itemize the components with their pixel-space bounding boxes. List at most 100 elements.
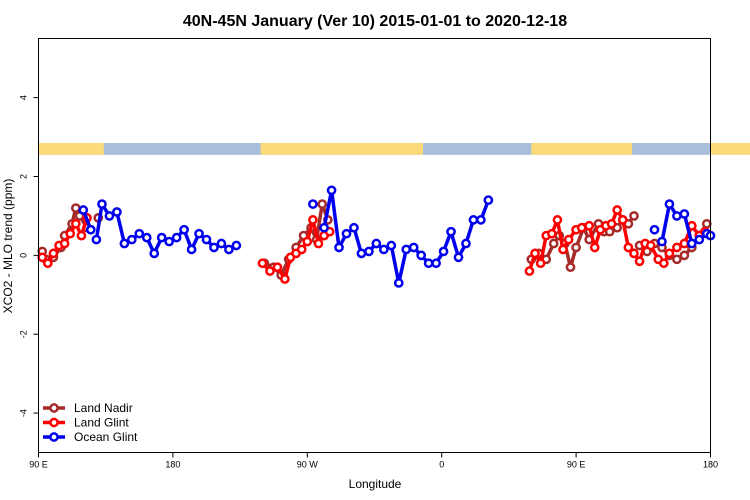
data-point (453, 252, 464, 263)
y-tick-label: 0 (19, 253, 29, 258)
data-point (589, 242, 600, 253)
data-point (649, 224, 660, 235)
legend-marker (49, 417, 59, 428)
data-point (672, 254, 682, 265)
data-point (201, 234, 212, 245)
data-point (42, 258, 53, 269)
data-point (423, 258, 434, 269)
data-point (70, 218, 81, 229)
land-band-segment (38, 142, 104, 155)
data-point (617, 215, 628, 225)
data-point (257, 258, 268, 269)
data-point (378, 244, 389, 255)
data-point (446, 226, 456, 237)
data-point (76, 230, 87, 241)
data-point (664, 248, 675, 259)
data-point (112, 207, 122, 217)
data-point (548, 238, 559, 249)
x-axis: 90 E 180 90 W 0 90 E 180 (29, 452, 718, 470)
legend-marker (49, 403, 59, 413)
data-point (408, 242, 419, 253)
data-point (672, 211, 682, 221)
data-point (576, 222, 587, 233)
data-point (658, 258, 669, 269)
data-point (393, 278, 404, 288)
data-point (571, 242, 581, 253)
data-point (606, 218, 617, 229)
data-point (371, 238, 382, 249)
data-point (461, 238, 471, 249)
data-point (296, 244, 307, 255)
land-band-segment (710, 142, 750, 155)
data-point (657, 236, 667, 247)
x-tick-label: 180 (703, 460, 718, 470)
series-layer (37, 185, 716, 288)
data-point (701, 218, 712, 229)
data-point (179, 224, 189, 235)
data-point (386, 240, 397, 251)
data-point (104, 211, 115, 221)
y-tick-label: 4 (19, 95, 29, 100)
data-point (119, 238, 130, 249)
data-point (141, 232, 152, 243)
data-point (565, 262, 576, 273)
data-point (334, 242, 344, 253)
data-point (664, 199, 675, 209)
data-point (612, 205, 623, 215)
legend-item: Ocean Glint (43, 430, 138, 444)
data-point (186, 244, 197, 255)
land-band-segment (531, 142, 633, 155)
x-tick-label: 0 (439, 460, 444, 470)
data-point (629, 248, 639, 259)
y-tick-label: -4 (19, 409, 29, 417)
land-mask-band (38, 142, 750, 155)
data-point (48, 248, 59, 259)
data-point (535, 258, 546, 269)
data-point (679, 250, 690, 261)
y-axis: -4 -2 0 2 4 (19, 95, 39, 417)
plot-frame (38, 38, 711, 453)
chart-title: 40N-45N January (Ver 10) 2015-01-01 to 2… (183, 13, 567, 30)
data-point (308, 199, 318, 209)
data-point (272, 262, 283, 273)
legend-item: Land Nadir (43, 401, 133, 415)
legend-item: Land Glint (43, 416, 129, 430)
legend-label: Ocean Glint (74, 430, 138, 444)
data-point (326, 185, 337, 196)
data-point (623, 242, 634, 253)
y-tick-label: 2 (19, 174, 29, 179)
data-point (231, 240, 242, 251)
data-point (171, 232, 182, 243)
data-point (156, 232, 167, 243)
data-point (524, 266, 535, 276)
data-point (431, 258, 441, 269)
data-point (224, 244, 234, 255)
data-point (85, 224, 96, 235)
legend-label: Land Glint (74, 416, 129, 430)
data-point (530, 248, 540, 259)
data-point (313, 238, 324, 249)
data-point (483, 195, 494, 206)
data-point (645, 240, 656, 251)
data-point (694, 234, 705, 245)
series-ocean-glint (78, 185, 716, 288)
data-point (65, 228, 76, 239)
data-point (672, 242, 682, 253)
data-point (59, 238, 70, 249)
data-point (308, 215, 318, 225)
data-point (356, 248, 367, 259)
data-point (558, 244, 568, 255)
data-point (364, 246, 374, 257)
land-band-segment (260, 142, 424, 155)
data-point (629, 211, 639, 221)
data-point (164, 236, 175, 247)
data-point (341, 228, 352, 239)
data-point (78, 205, 89, 215)
data-point (319, 222, 329, 233)
data-point (302, 236, 313, 247)
data-point (70, 203, 81, 213)
x-tick-label: 90 E (567, 460, 586, 470)
data-point (216, 238, 227, 249)
data-point (584, 220, 595, 231)
